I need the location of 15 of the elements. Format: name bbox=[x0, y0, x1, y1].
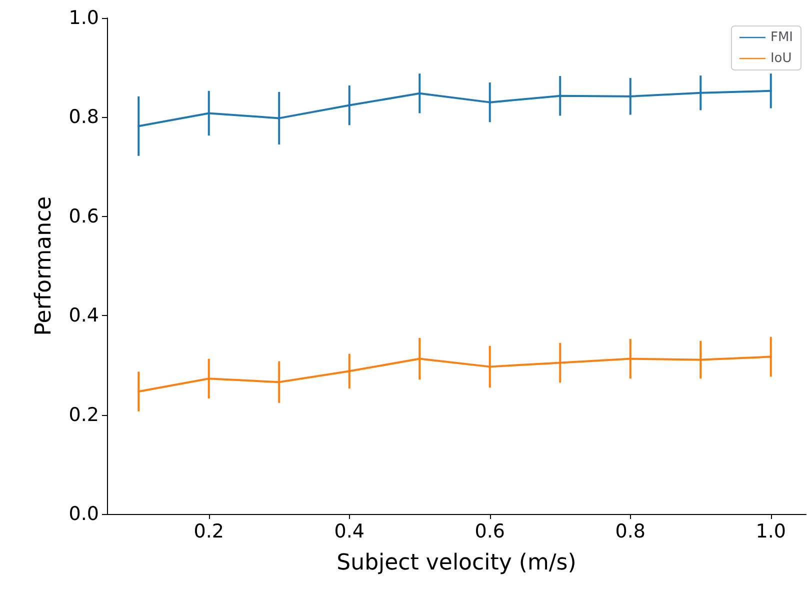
y-axis-title: Performance bbox=[32, 196, 56, 336]
x-tick-label: 0.8 bbox=[615, 520, 646, 542]
x-tick-label: 1.0 bbox=[756, 520, 786, 542]
y-tick-label: 0.4 bbox=[68, 304, 99, 327]
y-tick-label: 1.0 bbox=[68, 7, 99, 29]
x-axis-title: Subject velocity (m/s) bbox=[336, 550, 576, 576]
x-tick-label: 0.6 bbox=[474, 520, 505, 542]
x-tick-label: 0.4 bbox=[334, 520, 364, 542]
y-tick-label: 0.0 bbox=[68, 503, 99, 525]
y-tick-label: 0.2 bbox=[68, 404, 99, 426]
y-tick-label: 0.6 bbox=[68, 205, 99, 228]
x-tick-label: 0.2 bbox=[194, 520, 224, 542]
legend-label: IoU bbox=[770, 51, 792, 66]
y-tick-label: 0.8 bbox=[68, 106, 99, 128]
legend-label: FMI bbox=[770, 30, 794, 45]
